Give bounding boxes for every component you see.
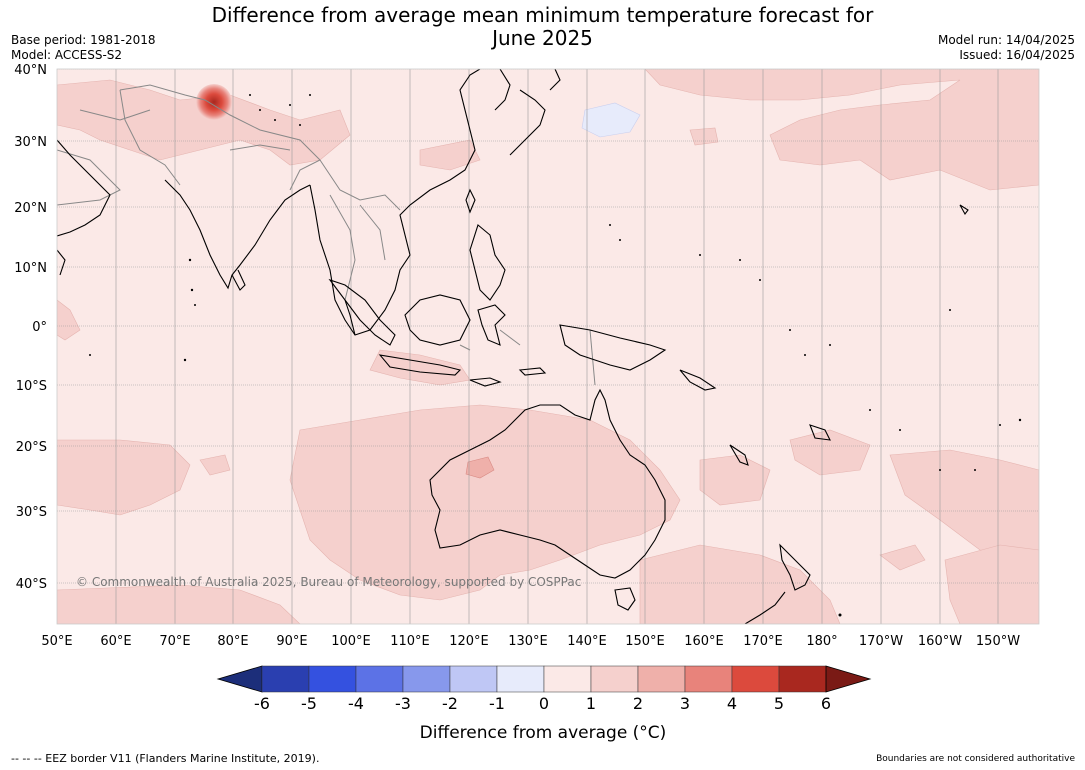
longitude-labels: 50°E 60°E 70°E 80°E 90°E 100°E 110°E 120… bbox=[41, 634, 1020, 649]
lon-label: 160°E bbox=[684, 634, 724, 649]
lat-label: 20°S bbox=[16, 440, 47, 455]
run-info: Model run: 14/04/2025 Issued: 16/04/2025 bbox=[938, 33, 1075, 63]
colorbar-tick-label: 2 bbox=[633, 694, 643, 713]
lon-label: 80°E bbox=[217, 634, 248, 649]
colorbar-segment bbox=[355, 665, 404, 693]
title-line-2: June 2025 bbox=[492, 26, 593, 50]
boundaries-note: Boundaries are not considered authoritat… bbox=[876, 754, 1075, 764]
lon-label: 120°E bbox=[449, 634, 489, 649]
lon-label: 130°E bbox=[508, 634, 548, 649]
lat-label: 30°S bbox=[16, 505, 47, 520]
colorbar-tick-label: 3 bbox=[680, 694, 690, 713]
lon-label: 170°W bbox=[859, 634, 903, 649]
colorbar-legend bbox=[216, 665, 872, 693]
lon-label: 160°W bbox=[918, 634, 962, 649]
lon-label: 170°E bbox=[743, 634, 783, 649]
lon-label: 100°E bbox=[331, 634, 371, 649]
colorbar-segment bbox=[496, 665, 545, 693]
lon-label: 50°E bbox=[41, 634, 72, 649]
colorbar-segment bbox=[543, 665, 592, 693]
hotspot-anomaly bbox=[196, 84, 232, 120]
title-line-1: Difference from average mean minimum tem… bbox=[211, 3, 874, 27]
anomaly-cool-region bbox=[581, 102, 641, 138]
model-info: Base period: 1981-2018 Model: ACCESS-S2 bbox=[11, 33, 156, 63]
colorbar-tick-label: 0 bbox=[539, 694, 549, 713]
colorbar-segment bbox=[731, 665, 780, 693]
lon-label: 180° bbox=[806, 634, 837, 649]
map-frame bbox=[56, 68, 1040, 625]
legend-label: Difference from average (°C) bbox=[420, 723, 667, 743]
colorbar-segment bbox=[449, 665, 498, 693]
colorbar-segment bbox=[590, 665, 639, 693]
colorbar-tick-label: -4 bbox=[348, 694, 364, 713]
lon-label: 60°E bbox=[100, 634, 131, 649]
eez-note: -- -- -- EEZ border V11 (Flanders Marine… bbox=[11, 752, 320, 765]
anomaly-1-2-regions bbox=[57, 69, 1039, 624]
colorbar-tick-label: 6 bbox=[821, 694, 831, 713]
colorbar-tick-label: 5 bbox=[774, 694, 784, 713]
colorbar-tick-label: -6 bbox=[254, 694, 270, 713]
colorbar-segment bbox=[778, 665, 827, 693]
lon-label: 90°E bbox=[276, 634, 307, 649]
map-area: © Commonwealth of Australia 2025, Bureau… bbox=[57, 69, 1039, 624]
lat-label: 10°S bbox=[16, 379, 47, 394]
coastlines bbox=[57, 69, 969, 624]
colorbar-segment bbox=[261, 665, 310, 693]
copyright-note: © Commonwealth of Australia 2025, Bureau… bbox=[76, 575, 581, 589]
lat-label: 0° bbox=[32, 320, 47, 335]
lon-label: 150°W bbox=[976, 634, 1020, 649]
colorbar-ticks: -6 -5 -4 -3 -2 -1 0 1 2 3 4 5 6 bbox=[254, 694, 831, 713]
colorbar-arrow-right bbox=[825, 665, 872, 693]
lat-label: 40°S bbox=[16, 577, 47, 592]
colorbar-tick-label: -3 bbox=[395, 694, 411, 713]
model-run: Model run: 14/04/2025 bbox=[937, 33, 1075, 47]
colorbar-tick-label: -1 bbox=[489, 694, 505, 713]
lon-label: 140°E bbox=[567, 634, 607, 649]
small-islands bbox=[89, 94, 1022, 617]
lat-label: 30°N bbox=[14, 135, 47, 150]
colorbar-segment bbox=[402, 665, 451, 693]
lat-label: 20°N bbox=[14, 201, 47, 216]
colorbar-tick-label: -2 bbox=[442, 694, 458, 713]
colorbar-segment bbox=[684, 665, 733, 693]
lat-label: 10°N bbox=[14, 261, 47, 276]
lon-label: 150°E bbox=[625, 634, 665, 649]
colorbar-arrow-left bbox=[216, 665, 263, 693]
lat-label: 40°N bbox=[14, 63, 47, 78]
latitude-labels: 40°N 30°N 20°N 10°N 0° 10°S 20°S 30°S 40… bbox=[14, 63, 47, 592]
issued-date: Issued: 16/04/2025 bbox=[959, 48, 1075, 62]
colorbar-tick-label: -5 bbox=[301, 694, 317, 713]
anomaly-2-3-region bbox=[465, 456, 495, 479]
lon-label: 110°E bbox=[390, 634, 430, 649]
map-title: Difference from average mean minimum tem… bbox=[0, 4, 1085, 50]
base-period: Base period: 1981-2018 bbox=[11, 33, 156, 47]
colorbar-tick-label: 4 bbox=[727, 694, 737, 713]
lon-label: 70°E bbox=[159, 634, 190, 649]
colorbar-tick-label: 1 bbox=[586, 694, 596, 713]
country-borders bbox=[57, 84, 596, 386]
colorbar-segment bbox=[637, 665, 686, 693]
colorbar-segment bbox=[308, 665, 357, 693]
model-name: Model: ACCESS-S2 bbox=[11, 48, 123, 62]
